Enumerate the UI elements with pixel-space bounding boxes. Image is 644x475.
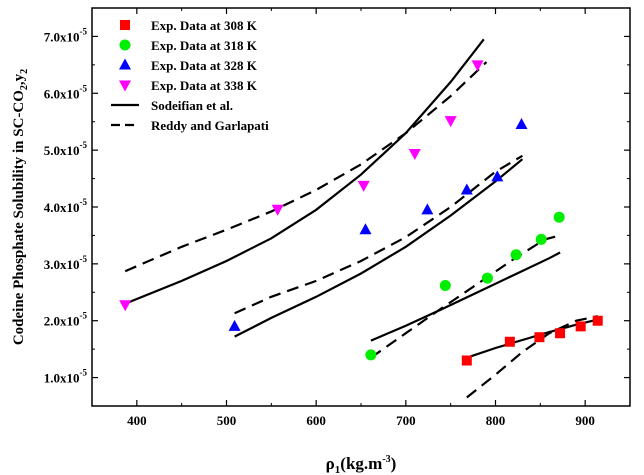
y-tick-label: 2.0x10-5 xyxy=(44,311,88,329)
legend-label: Exp. Data at 328 K xyxy=(151,58,258,73)
y-tick-label: 1.0x10-5 xyxy=(44,368,88,386)
y-tick-label: 6.0x10-5 xyxy=(44,83,88,101)
reddy-curve-1 xyxy=(370,234,561,359)
x-tick-label: 600 xyxy=(306,413,326,428)
legend-label: Exp. Data at 318 K xyxy=(151,38,258,53)
x-axis-title: ρ1(kg.m-3) xyxy=(326,454,397,475)
point-triangle-up xyxy=(421,203,434,215)
legend-marker-triangle-down xyxy=(119,80,131,92)
y-tick-label: 3.0x10-5 xyxy=(44,254,88,272)
data-markers xyxy=(119,60,603,366)
legend-label: Exp. Data at 308 K xyxy=(151,18,258,33)
x-tick-label: 400 xyxy=(127,413,147,428)
point-triangle-up xyxy=(491,170,504,182)
y-tick-label: 5.0x10-5 xyxy=(44,140,88,158)
point-square xyxy=(504,336,515,347)
point-triangle-down xyxy=(119,300,132,312)
y-tick-label: 7.0x10-5 xyxy=(44,26,88,44)
point-triangle-down xyxy=(444,116,457,128)
x-tick-label: 800 xyxy=(486,413,506,428)
x-tick-label: 700 xyxy=(396,413,416,428)
legend-marker-circle xyxy=(119,39,131,51)
sodeifian-curve-3 xyxy=(124,38,485,305)
y-tick-label: 4.0x10-5 xyxy=(44,197,88,215)
point-triangle-up xyxy=(460,183,473,195)
point-triangle-down xyxy=(408,149,421,161)
point-circle xyxy=(439,279,451,291)
point-circle xyxy=(365,349,377,361)
reddy-curve-0 xyxy=(466,315,598,399)
x-tick-label: 900 xyxy=(575,413,595,428)
y-axis-title: Codeine Phosphate Solubility in SC-CO2,y… xyxy=(11,69,30,345)
point-square xyxy=(555,328,566,339)
legend-marker-square xyxy=(120,20,130,30)
point-square xyxy=(534,332,545,343)
point-triangle-down xyxy=(357,180,370,192)
point-square xyxy=(461,355,472,366)
point-triangle-down xyxy=(271,204,284,216)
point-square xyxy=(592,315,603,326)
point-circle xyxy=(553,211,565,223)
legend: Exp. Data at 308 K Exp. Data at 318 K Exp.… xyxy=(111,18,269,133)
point-circle xyxy=(481,272,493,284)
point-circle xyxy=(535,233,547,245)
sodeifian-curve-1 xyxy=(370,251,561,342)
reddy-curve-2 xyxy=(234,154,523,315)
legend-label: Reddy and Garlapati xyxy=(151,118,269,133)
point-square xyxy=(575,321,586,332)
legend-label: Sodeifian et al. xyxy=(151,98,233,113)
model-curves xyxy=(124,38,598,399)
reddy-curve-3 xyxy=(124,61,488,273)
sodeifian-curve-2 xyxy=(234,158,524,338)
x-tick-label: 500 xyxy=(217,413,237,428)
point-triangle-up xyxy=(515,118,528,130)
point-triangle-down xyxy=(471,60,484,72)
point-triangle-up xyxy=(228,319,241,331)
point-triangle-up xyxy=(359,223,372,235)
y-axis: 1.0x10-5 2.0x10-5 3.0x10-5 4.0x10-5 5.0x10-5… xyxy=(44,7,630,407)
legend-label: Exp. Data at 338 K xyxy=(151,78,258,93)
x-axis: 400 500 600 700 800 900 xyxy=(91,8,631,428)
point-circle xyxy=(510,249,522,261)
legend-marker-triangle-up xyxy=(119,58,131,70)
